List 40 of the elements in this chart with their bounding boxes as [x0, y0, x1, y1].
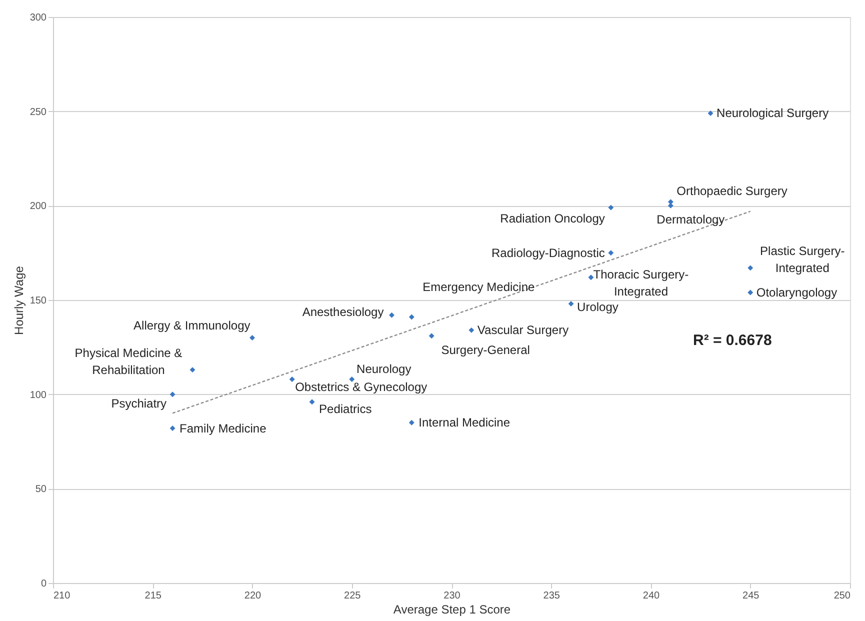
annotation: Plastic Surgery- Integrated	[760, 244, 845, 275]
annotation: Neurological Surgery	[716, 106, 829, 120]
y-tick-label: 200	[30, 201, 47, 212]
annotation: Dermatology	[656, 212, 725, 227]
annotation: Surgery-General	[441, 342, 530, 357]
annotation: Vascular Surgery	[477, 323, 569, 338]
x-tick-label: 235	[543, 590, 560, 602]
annotation: Family Medicine	[180, 421, 267, 436]
annotation: Radiation Oncology	[500, 212, 605, 226]
annotation: Neurology	[356, 362, 412, 376]
annotation: Emergency Medicine	[422, 280, 535, 294]
annotation: Internal Medicine	[418, 416, 510, 430]
annotation: Urology	[577, 300, 618, 314]
y-tick-label: 300	[30, 12, 47, 24]
annotation: Orthopaedic Surgery	[676, 184, 788, 198]
annotation: Pediatrics	[319, 402, 372, 416]
x-tick-label: 225	[344, 590, 362, 602]
annotation: Physical Medicine & Rehabilitation	[74, 346, 182, 377]
annotation: Obstetrics & Gynecology	[295, 380, 428, 394]
y-tick-label: 100	[30, 390, 47, 401]
x-axis-title: Average Step 1 Score	[393, 602, 511, 616]
x-tick-label: 220	[244, 590, 262, 602]
annotation: Allergy & Immunology	[134, 318, 250, 333]
annotation: Anesthesiology	[302, 305, 384, 320]
annotation: Thoracic Surgery- Integrated	[593, 267, 689, 298]
y-tick-label: 250	[30, 106, 47, 118]
x-tick-label: 245	[742, 590, 760, 602]
annotation: Radiology-Diagnostic	[492, 246, 605, 260]
y-tick-label: 150	[30, 296, 47, 306]
y-axis-title: Hourly Wage	[12, 266, 26, 335]
x-tick-label: 210	[54, 590, 71, 602]
y-tick-label: 50	[35, 484, 47, 496]
x-tick-label: 250	[834, 590, 851, 602]
annotation: Otolaryngology	[756, 285, 838, 300]
y-tick-label: 0	[40, 578, 47, 590]
x-tick-label: 215	[144, 590, 162, 602]
annotation: R² = 0.6678	[693, 332, 772, 349]
x-tick-label: 240	[642, 590, 660, 602]
x-tick-label: 230	[444, 590, 461, 602]
annotation: Psychiatry	[111, 396, 167, 410]
